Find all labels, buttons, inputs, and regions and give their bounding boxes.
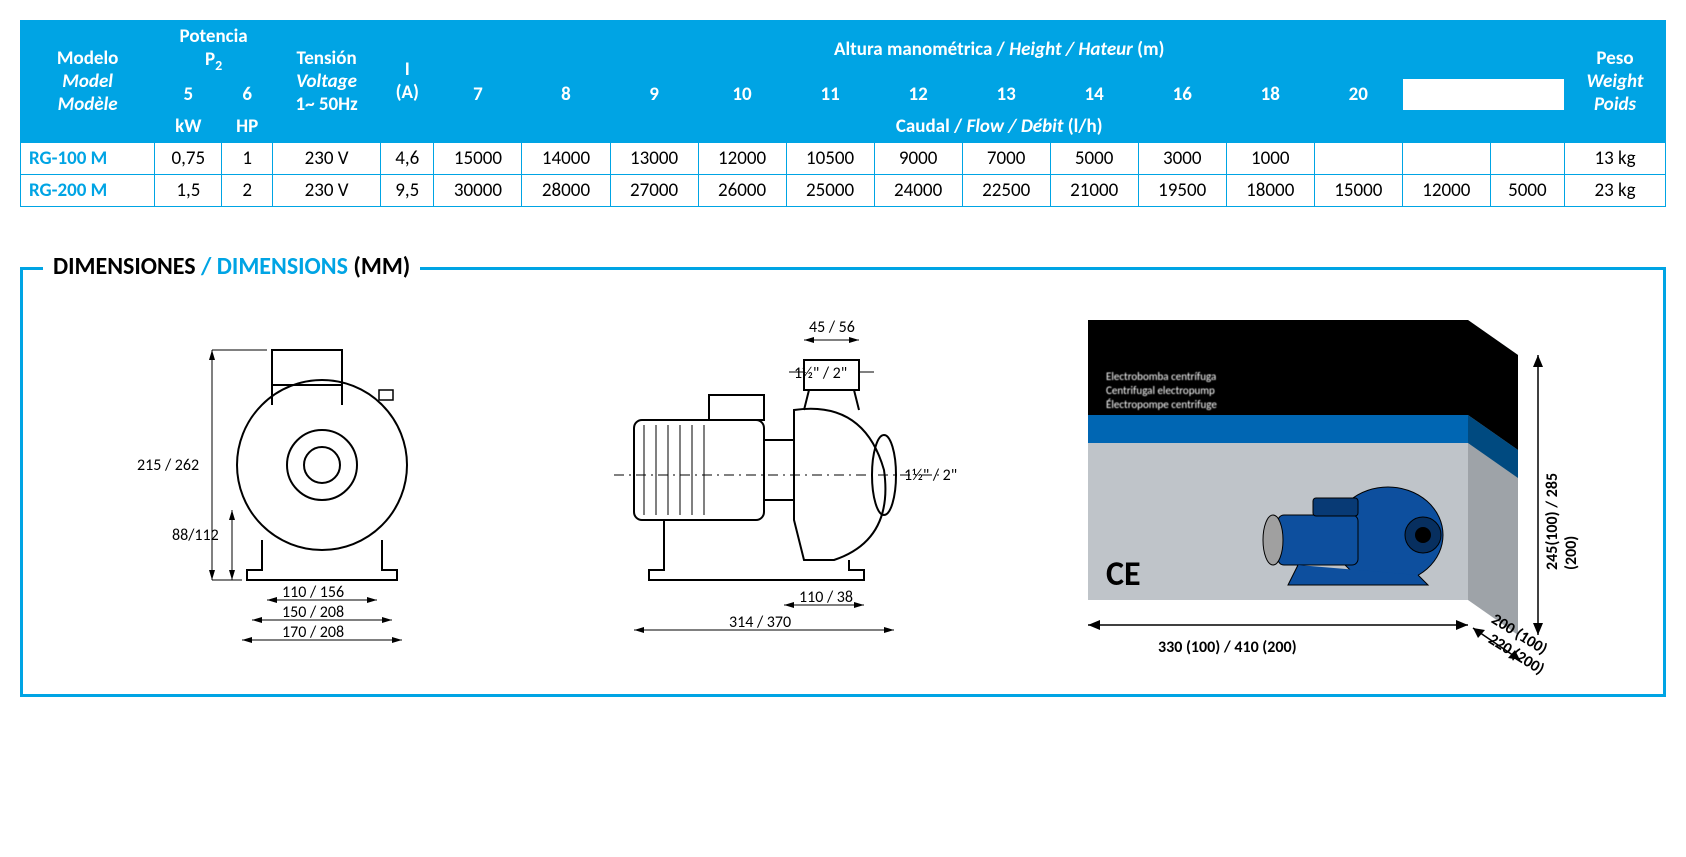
- front-view-diagram: 215 / 262 88/112 110 / 156 150 / 208 170…: [43, 315, 531, 645]
- header-height-val: 11: [786, 78, 874, 110]
- header-height-val: 20: [1314, 78, 1402, 110]
- pkg-height: 245(100) / 285 (200): [1543, 470, 1581, 570]
- header-height-val: 8: [522, 78, 610, 110]
- pkg-width: 330 (100) / 410 (200): [1158, 638, 1297, 657]
- header-height-val: 6: [222, 78, 273, 110]
- dim-w3: 170 / 208: [282, 623, 344, 642]
- ce-mark: CE: [1106, 554, 1141, 595]
- header-voltage: Tensión Voltage 1~ 50Hz: [272, 21, 380, 143]
- dim-side-thread: 1½" / 2": [904, 466, 957, 485]
- header-height-val: 7: [434, 78, 522, 110]
- header-current: I (A): [381, 21, 434, 143]
- dim-h-total: 215 / 262: [137, 456, 199, 475]
- pkg-text1: Electrobomba centrífuga: [1106, 370, 1216, 383]
- dim-w2: 150 / 208: [282, 603, 344, 622]
- dimensions-title: DIMENSIONES / DIMENSIONS (MM): [43, 252, 420, 281]
- dim-length: 314 / 370: [729, 613, 791, 632]
- header-height-val: 13: [962, 78, 1050, 110]
- pkg-text3: Électropompe centrifuge: [1106, 398, 1217, 411]
- table-row: RG-100 M0,751230 V4,61500014000130001200…: [21, 142, 1666, 174]
- table-row: RG-200 M1,52230 V9,530000280002700026000…: [21, 174, 1666, 206]
- header-height: Altura manométrica / Height / Hateur (m): [434, 21, 1565, 79]
- header-height-val: 14: [1050, 78, 1138, 110]
- side-view-diagram: 45 / 56 1½" / 2" 1½" / 2" 110 / 38 314 /…: [551, 310, 1039, 650]
- header-height-val: 16: [1138, 78, 1226, 110]
- dim-base-w: 110 / 38: [799, 588, 853, 607]
- header-flow: Caudal / Flow / Débit (l/h): [434, 110, 1565, 142]
- header-height-val: 18: [1226, 78, 1314, 110]
- header-weight: Peso Weight Poids: [1565, 21, 1666, 143]
- dim-top-w: 45 / 56: [809, 318, 855, 337]
- dimensions-section: DIMENSIONES / DIMENSIONS (MM): [20, 267, 1666, 697]
- dim-w1: 110 / 156: [282, 583, 344, 602]
- header-height-val: 5: [155, 78, 222, 110]
- header-height-val: 9: [610, 78, 698, 110]
- header-height-val: 10: [698, 78, 786, 110]
- header-height-val: 12: [874, 78, 962, 110]
- header-model: Modelo Model Modèle: [21, 21, 155, 143]
- dim-top-thread: 1½" / 2": [794, 364, 847, 383]
- header-power: Potencia P2: [155, 21, 273, 79]
- package-diagram: Electrobomba centrífuga Centrifugal elec…: [1058, 300, 1643, 660]
- pkg-text2: Centrifugal electropump: [1106, 384, 1215, 397]
- header-kw: kW: [155, 110, 222, 142]
- dim-h-base: 88/112: [172, 526, 219, 545]
- header-hp: HP: [222, 110, 273, 142]
- spec-table: Modelo Model Modèle Potencia P2 Tensión …: [20, 20, 1666, 207]
